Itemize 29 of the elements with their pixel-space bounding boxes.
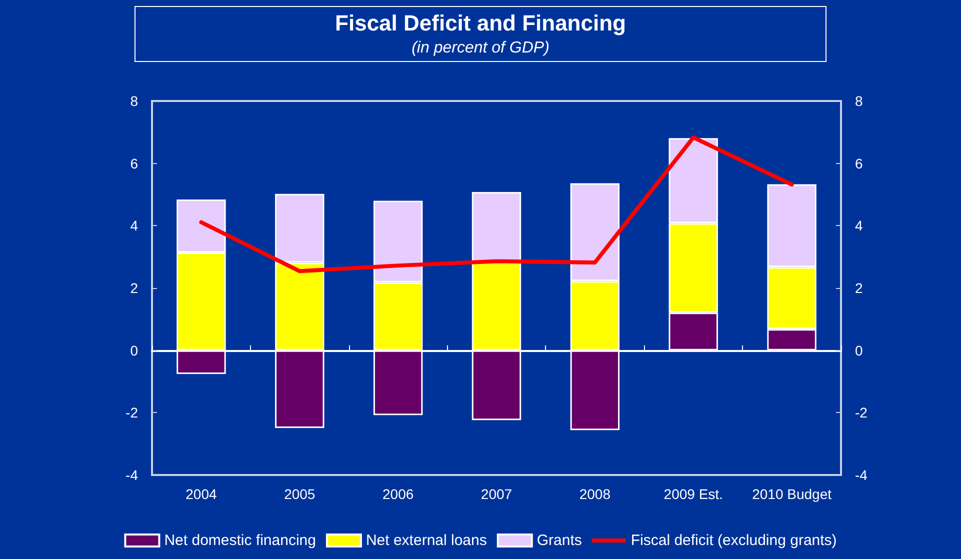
y-tick-label: -2 — [126, 404, 138, 421]
x-tick-label: 2007 — [480, 486, 512, 502]
y2-tick-label: 2 — [855, 280, 863, 296]
line-series — [199, 135, 794, 274]
y-tick-label: 6 — [130, 155, 138, 172]
legend-label: Grants — [536, 532, 582, 549]
x-tick-label: 2006 — [382, 486, 414, 502]
x-tick-label: 2004 — [186, 486, 217, 502]
y-tick-label: 0 — [130, 342, 138, 358]
legend-label: Net domestic financing — [164, 532, 316, 549]
chart-subtitle: (in percent of GDP) — [412, 40, 550, 56]
legend-label: Fiscal deficit (excluding grants) — [630, 532, 837, 549]
y2-tick-label: 8 — [855, 93, 863, 109]
y2-tick-label: 6 — [855, 155, 863, 172]
y-tick-label: -4 — [126, 467, 138, 483]
x-tick-label: 2005 — [284, 486, 316, 502]
y-tick-label: 4 — [130, 218, 138, 234]
x-tick-label: 2008 — [579, 486, 611, 502]
y-tick-label: 2 — [130, 280, 138, 296]
y2-tick-label: 0 — [855, 342, 863, 358]
legend-label: Net external loans — [366, 532, 487, 549]
bar — [472, 192, 522, 262]
y2-tick-label: -2 — [855, 404, 868, 421]
y-tick-label: 8 — [130, 93, 138, 109]
x-tick-label: 2009 Est. — [664, 486, 723, 502]
y2-tick-label: -4 — [855, 467, 868, 483]
chart-title: Fiscal Deficit and Financing — [335, 10, 626, 36]
x-tick-label: 2010 Budget — [752, 486, 832, 502]
y2-tick-label: 4 — [855, 218, 863, 234]
